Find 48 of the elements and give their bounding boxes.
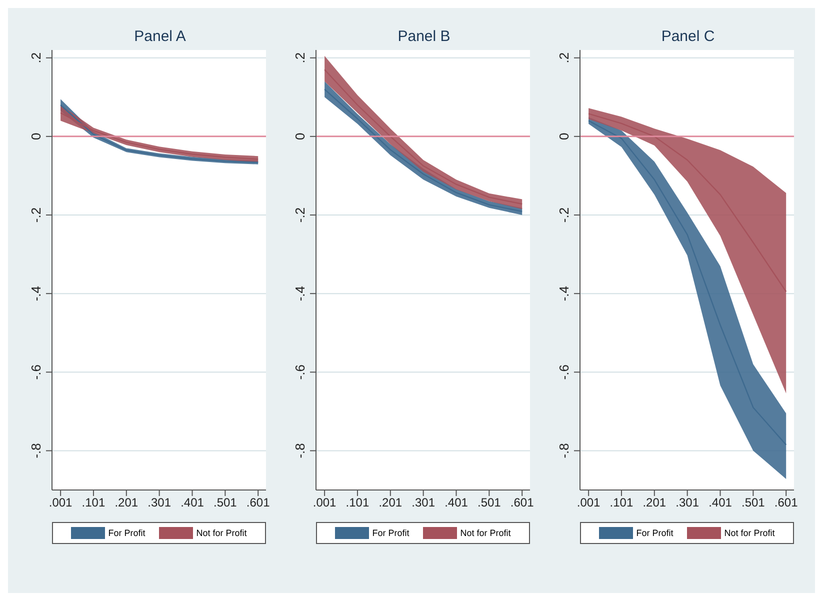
x-tick-label: .301 — [676, 496, 700, 510]
y-tick-label: -.8 — [556, 443, 572, 458]
y-tick-label: 0 — [556, 132, 572, 140]
legend-label: For Profit — [636, 528, 674, 538]
x-tick-label: .301 — [148, 496, 172, 510]
legend-label: Not for Profit — [460, 528, 511, 538]
y-tick-label: -.8 — [28, 443, 44, 458]
y-tick-label: .2 — [556, 52, 572, 64]
y-tick-label: -.6 — [28, 364, 44, 380]
x-tick-label: .401 — [708, 496, 732, 510]
legend-label: Not for Profit — [196, 528, 247, 538]
x-tick-label: .601 — [246, 496, 270, 510]
legend-label: For Profit — [372, 528, 410, 538]
x-tick-label: .501 — [741, 496, 766, 510]
y-tick-label: -.2 — [292, 207, 308, 223]
x-tick-label: .001 — [48, 496, 73, 510]
y-tick-label: -.6 — [292, 364, 308, 380]
chart-title: Panel B — [396, 28, 452, 46]
chart-title: Panel A — [133, 28, 187, 46]
chart-title: Panel C — [660, 28, 716, 46]
x-tick-label: .101 — [610, 496, 634, 510]
y-tick-label: -.6 — [556, 364, 572, 380]
y-tick-label: .2 — [28, 52, 44, 64]
y-tick-label: .2 — [292, 52, 308, 64]
y-tick-label: -.2 — [556, 207, 572, 223]
y-tick-label: 0 — [292, 132, 308, 140]
x-tick-label: .101 — [346, 496, 370, 510]
legend-label: Not for Profit — [724, 528, 775, 538]
x-tick-label: .401 — [444, 496, 468, 510]
y-tick-label: -.4 — [556, 286, 572, 302]
x-tick-label: .201 — [114, 496, 138, 510]
x-tick-label: .201 — [642, 496, 666, 510]
y-tick-label: -.2 — [28, 207, 44, 223]
x-tick-label: .501 — [477, 496, 502, 510]
legend-label: For Profit — [108, 528, 146, 538]
y-tick-label: -.8 — [292, 443, 308, 458]
x-tick-label: .101 — [82, 496, 106, 510]
x-tick-label: .001 — [312, 496, 337, 510]
x-tick-label: .601 — [774, 496, 798, 510]
y-tick-label: 0 — [28, 132, 44, 140]
x-tick-label: .501 — [213, 496, 238, 510]
y-tick-label: -.4 — [28, 286, 44, 302]
y-tick-label: -.4 — [292, 286, 308, 302]
x-tick-label: .201 — [378, 496, 402, 510]
x-tick-label: .001 — [576, 496, 601, 510]
x-tick-label: .401 — [180, 496, 204, 510]
x-tick-label: .601 — [510, 496, 534, 510]
x-tick-label: .301 — [412, 496, 436, 510]
